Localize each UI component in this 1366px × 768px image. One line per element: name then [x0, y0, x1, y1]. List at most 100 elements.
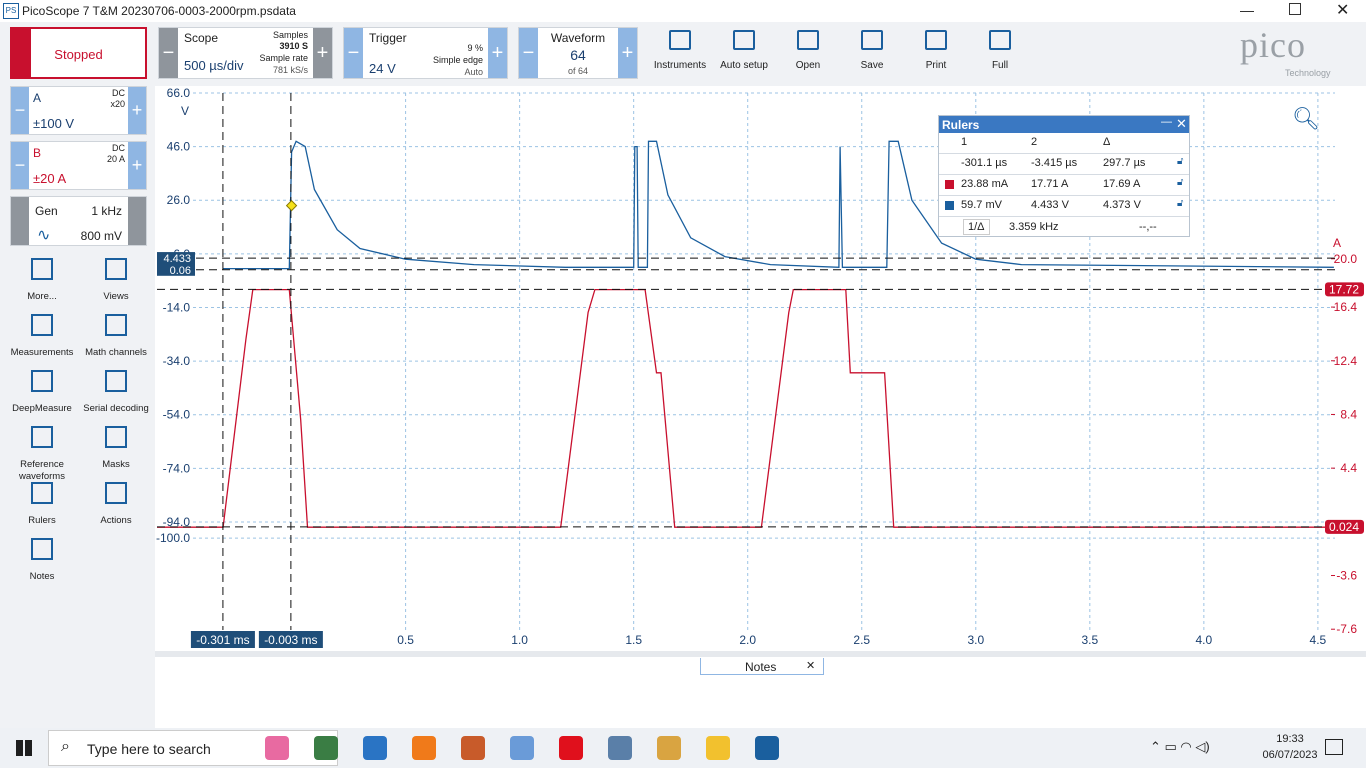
notes-tab[interactable]: Notes ✕	[700, 658, 824, 675]
tool-icon	[105, 258, 127, 280]
ruler-tag-label: 0.06	[170, 265, 191, 277]
freq-label: 1/Δ	[963, 219, 990, 235]
app-icon[interactable]	[412, 736, 436, 760]
button-icon	[861, 30, 883, 50]
toolbar-button[interactable]: Print	[906, 26, 966, 76]
y-axis-unit: V	[181, 104, 189, 118]
timebase: 500 µs/div	[184, 58, 244, 73]
x-tick-label: 2.0	[739, 633, 756, 647]
tool-button[interactable]: DeepMeasure	[4, 370, 80, 424]
tool-button[interactable]: Math channels	[78, 314, 154, 368]
tool-button[interactable]: Views	[78, 258, 154, 312]
tool-icon	[31, 426, 53, 448]
x-tick-label: 3.0	[967, 633, 984, 647]
toolbar-button[interactable]: Save	[842, 26, 902, 76]
trace	[157, 288, 1334, 528]
tool-icon	[31, 370, 53, 392]
tool-button[interactable]: Masks	[78, 426, 154, 480]
app-icon[interactable]	[608, 736, 632, 760]
tool-label: Masks	[102, 459, 130, 470]
logo-sub: Technology	[1285, 68, 1331, 78]
scope-minus[interactable]: −	[159, 28, 178, 78]
lock-icon[interactable]: 🔓︎	[1177, 156, 1184, 167]
y2-tick-label: 12.4	[1334, 354, 1358, 368]
rulers-minimize[interactable]: —	[1161, 116, 1172, 128]
zoom-icon[interactable]: 🔍︎	[1292, 106, 1320, 131]
app-icon[interactable]	[755, 736, 779, 760]
app-icon[interactable]	[657, 736, 681, 760]
toolbar-button[interactable]: Instruments	[650, 26, 710, 76]
tool-button[interactable]: More...	[4, 258, 80, 312]
scope-label: Scope	[184, 31, 219, 45]
search-box[interactable]: ⌕ Type here to search	[48, 730, 338, 766]
toolbar-button[interactable]: Auto setup	[714, 26, 774, 76]
channel-0[interactable]: − + A DC x20 ±100 V	[10, 86, 147, 135]
tool-label: Actions	[100, 515, 132, 526]
channel-1[interactable]: − + B DC 20 A ±20 A	[10, 141, 147, 190]
y-tick-label: 26.0	[167, 193, 191, 207]
toolbar-button[interactable]: Full	[970, 26, 1030, 76]
channel-plus[interactable]: +	[128, 87, 146, 134]
trigger-minus[interactable]: −	[344, 28, 363, 78]
minimize[interactable]: —	[1240, 2, 1254, 18]
button-label: Save	[860, 60, 884, 71]
gen-amplitude: 800 mV	[80, 229, 122, 243]
scope-plus[interactable]: +	[313, 28, 332, 78]
ruler-tag-label: 17.72	[1329, 282, 1359, 296]
app-icon[interactable]	[363, 736, 387, 760]
search-icon: ⌕	[61, 738, 70, 755]
trigger-label: Trigger	[369, 31, 407, 45]
tool-button[interactable]: Measurements	[4, 314, 80, 368]
waveform-label: Waveform	[550, 31, 606, 45]
ruler-tag	[258, 631, 323, 648]
app-icon[interactable]	[706, 736, 730, 760]
gen-minus[interactable]	[11, 197, 29, 245]
generator: Gen 1 kHz ∿ 800 mV	[10, 196, 147, 246]
waveform-plus[interactable]: +	[618, 28, 637, 78]
rulers-close[interactable]: ✕	[1176, 116, 1187, 131]
tool-button[interactable]: Actions	[78, 482, 154, 536]
y-tick-label: -34.0	[163, 354, 191, 368]
channel-minus[interactable]: −	[11, 142, 29, 189]
x-tick-label: 4.5	[1310, 633, 1327, 647]
notifications[interactable]	[1325, 739, 1343, 755]
app-icon[interactable]	[559, 736, 583, 760]
gen-plus[interactable]	[128, 197, 146, 245]
y2-tick-label: 20.0	[1334, 252, 1358, 266]
channel-swatch	[945, 201, 954, 210]
app-icon[interactable]	[510, 736, 534, 760]
app-icon[interactable]	[314, 736, 338, 760]
channel-coupling: DC	[112, 143, 125, 153]
y-tick-label: -100.0	[156, 531, 190, 545]
trigger-plus[interactable]: +	[488, 28, 507, 78]
waveform-minus[interactable]: −	[519, 28, 538, 78]
start-button[interactable]	[16, 740, 32, 756]
tool-label: Notes	[29, 571, 55, 582]
tool-button[interactable]: Notes	[4, 538, 80, 592]
close[interactable]: ✕	[1336, 2, 1350, 19]
restore[interactable]	[1289, 3, 1301, 15]
rulers-panel: Rulers — ✕ 1 2 Δ -301.1 µs -3.415 µs 297.7 µs…	[938, 115, 1190, 237]
tool-label: Serial decoding	[83, 403, 149, 414]
row-divider	[939, 153, 1189, 154]
app-icon[interactable]	[265, 736, 289, 760]
tool-button[interactable]: Serial decoding	[78, 370, 154, 424]
taskbar: ⌕ Type here to search ⌃ ▭ ◠ ◁) 19:33 06/…	[0, 728, 1366, 768]
lock-icon[interactable]: 🔓︎	[1177, 198, 1184, 209]
tool-button[interactable]: Reference waveforms	[4, 426, 80, 482]
button-icon	[797, 30, 819, 50]
notes-tab-close[interactable]: ✕	[806, 660, 816, 672]
button-icon	[925, 30, 947, 50]
toolbar-button[interactable]: Open	[778, 26, 838, 76]
search-placeholder: Type here to search	[87, 741, 211, 757]
tool-button[interactable]: Rulers	[4, 482, 80, 536]
tool-icon	[105, 370, 127, 392]
lock-icon[interactable]: 🔓︎	[1177, 177, 1184, 188]
freq-value: 3.359 kHz	[1009, 221, 1059, 233]
channel-minus[interactable]: −	[11, 87, 29, 134]
app-icon[interactable]	[461, 736, 485, 760]
run-stop-button[interactable]: Stopped	[10, 27, 147, 79]
channel-name: A	[33, 91, 42, 105]
channel-plus[interactable]: +	[128, 142, 146, 189]
